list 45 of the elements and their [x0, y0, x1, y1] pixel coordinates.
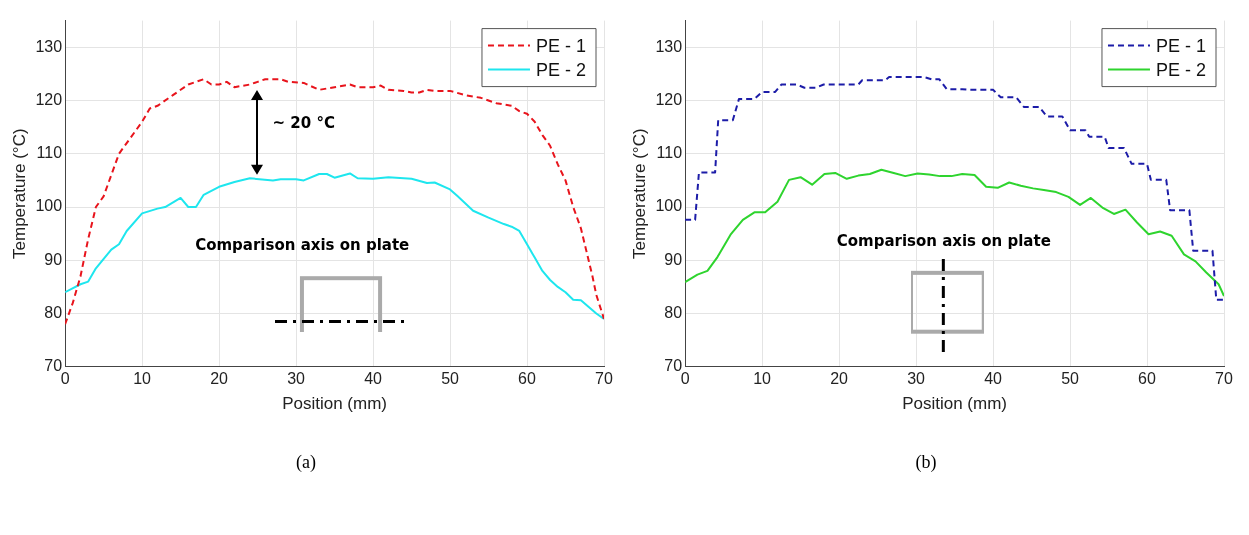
annotation: ~ 20 °C — [272, 114, 335, 133]
x-tick-label: 40 — [364, 369, 383, 387]
x-tick-label: 20 — [210, 369, 229, 387]
y-tick-label: 130 — [655, 37, 683, 55]
text: (b) — [915, 451, 937, 473]
y-axis-title: Temperature (°C) — [9, 128, 29, 259]
x-tick-label: 20 — [830, 369, 849, 387]
x-tick-label: 50 — [1061, 369, 1080, 387]
y-tick-label: 100 — [35, 197, 63, 215]
x-tick-label: 60 — [518, 369, 537, 387]
text: (a) — [296, 451, 316, 473]
annotation: Comparison axis on plate — [836, 232, 1051, 251]
x-tick-label: 10 — [133, 369, 152, 387]
x-tick-label: 70 — [1215, 369, 1233, 387]
y-tick-label: 120 — [35, 90, 63, 108]
x-tick-label: 70 — [595, 369, 613, 387]
y-axis-title: Temperature (°C) — [629, 128, 649, 259]
y-tick-label: 80 — [664, 303, 683, 321]
y-tick-label: 110 — [656, 144, 683, 162]
y-tick-label: 70 — [44, 357, 63, 375]
x-tick-label: 30 — [287, 369, 306, 387]
x-tick-label: 40 — [984, 369, 1003, 387]
y-tick-label: 130 — [35, 37, 63, 55]
x-tick-label: 50 — [441, 369, 460, 387]
legend-label: PE - 1 — [1155, 35, 1207, 56]
x-tick-label: 0 — [680, 369, 690, 387]
y-tick-label: 80 — [44, 303, 63, 321]
x-axis-title: Position (mm) — [902, 393, 1007, 413]
annotation: Comparison axis on plate — [195, 235, 410, 254]
line-series — [65, 78, 604, 326]
y-tick-label: 120 — [655, 90, 683, 108]
y-tick-label: 90 — [44, 250, 63, 268]
y-tick-label: 70 — [664, 357, 683, 375]
legend-label: PE - 2 — [1155, 59, 1207, 80]
x-axis-title: Position (mm) — [282, 393, 387, 413]
line-series — [685, 76, 1224, 301]
x-tick-label: 30 — [907, 369, 926, 387]
x-tick-label: 60 — [1138, 369, 1157, 387]
legend-label: PE - 2 — [535, 59, 587, 80]
y-tick-label: 100 — [655, 197, 683, 215]
legend-label: PE - 1 — [535, 35, 587, 56]
y-tick-label: 110 — [36, 144, 63, 162]
x-tick-label: 10 — [753, 369, 772, 387]
x-tick-label: 0 — [60, 369, 70, 387]
y-tick-label: 90 — [664, 250, 683, 268]
